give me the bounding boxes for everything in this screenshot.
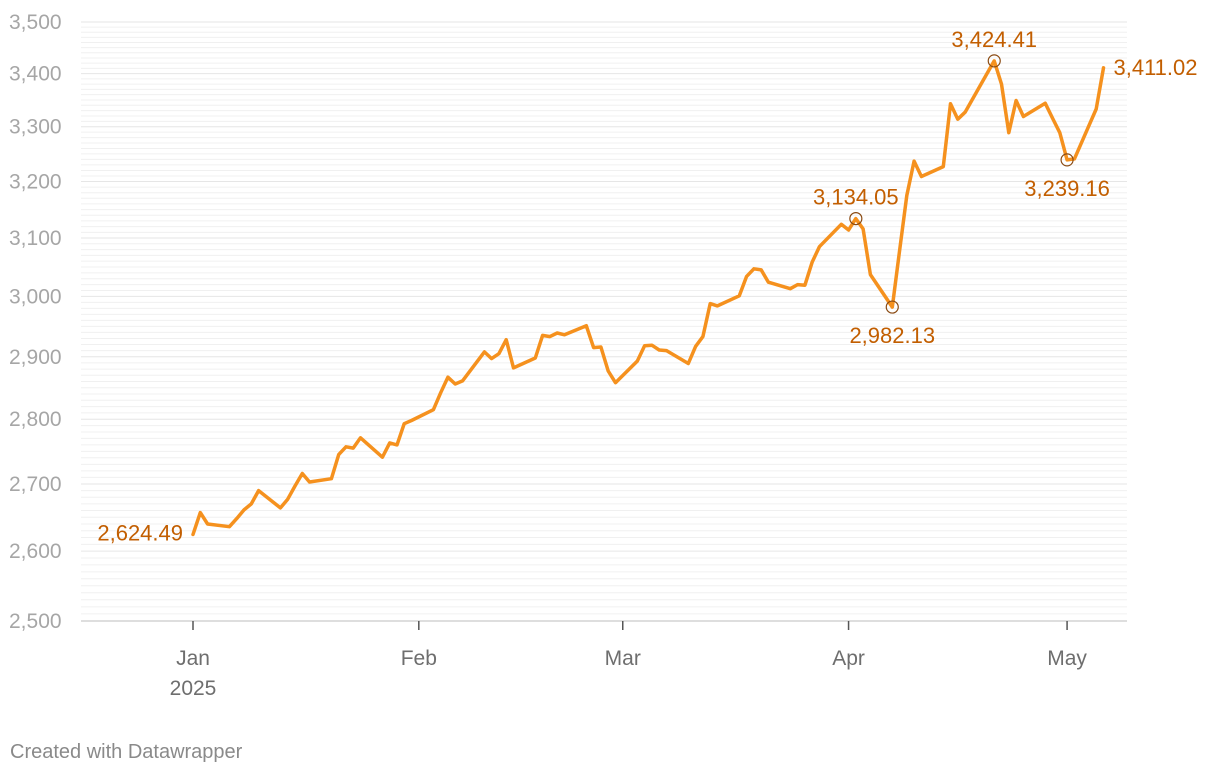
y-tick-label: 2,700 bbox=[9, 473, 62, 496]
y-tick-label: 3,000 bbox=[9, 285, 62, 308]
data-label: 3,411.02 bbox=[1114, 55, 1198, 80]
y-tick-label: 2,500 bbox=[9, 610, 62, 633]
minor-gridlines bbox=[81, 26, 1127, 615]
y-tick-label: 3,500 bbox=[9, 11, 62, 34]
y-tick-label: 2,800 bbox=[9, 408, 62, 431]
y-tick-label: 2,600 bbox=[9, 540, 62, 563]
x-tick-sublabel: 2025 bbox=[170, 677, 217, 700]
data-label: 3,424.41 bbox=[951, 27, 1037, 52]
x-tick-label: Jan bbox=[176, 647, 210, 670]
data-label: 3,134.05 bbox=[813, 185, 899, 210]
y-tick-label: 3,400 bbox=[9, 63, 62, 86]
x-tick-label: Feb bbox=[401, 647, 437, 670]
major-gridlines bbox=[81, 21, 1127, 622]
highlight-marker bbox=[885, 300, 899, 314]
credit-text: Created with Datawrapper bbox=[10, 741, 243, 763]
y-tick-label: 3,100 bbox=[9, 227, 62, 250]
highlight-marker bbox=[987, 54, 1001, 68]
x-tick-label: May bbox=[1047, 647, 1087, 670]
series-line bbox=[191, 59, 1106, 537]
highlight-marker bbox=[1060, 153, 1074, 167]
y-tick-label: 3,200 bbox=[9, 171, 62, 194]
y-tick-label: 3,300 bbox=[9, 116, 62, 139]
data-label: 2,982.13 bbox=[849, 323, 935, 348]
data-label: 3,239.16 bbox=[1024, 176, 1110, 201]
x-axis: Jan 2025 Feb Mar Apr May bbox=[170, 621, 1087, 700]
y-tick-label: 2,900 bbox=[9, 346, 62, 369]
data-label: 2,624.49 bbox=[97, 520, 183, 545]
x-tick-label: Apr bbox=[832, 647, 865, 670]
highlight-marker bbox=[849, 212, 863, 226]
x-tick-label: Mar bbox=[605, 647, 641, 670]
